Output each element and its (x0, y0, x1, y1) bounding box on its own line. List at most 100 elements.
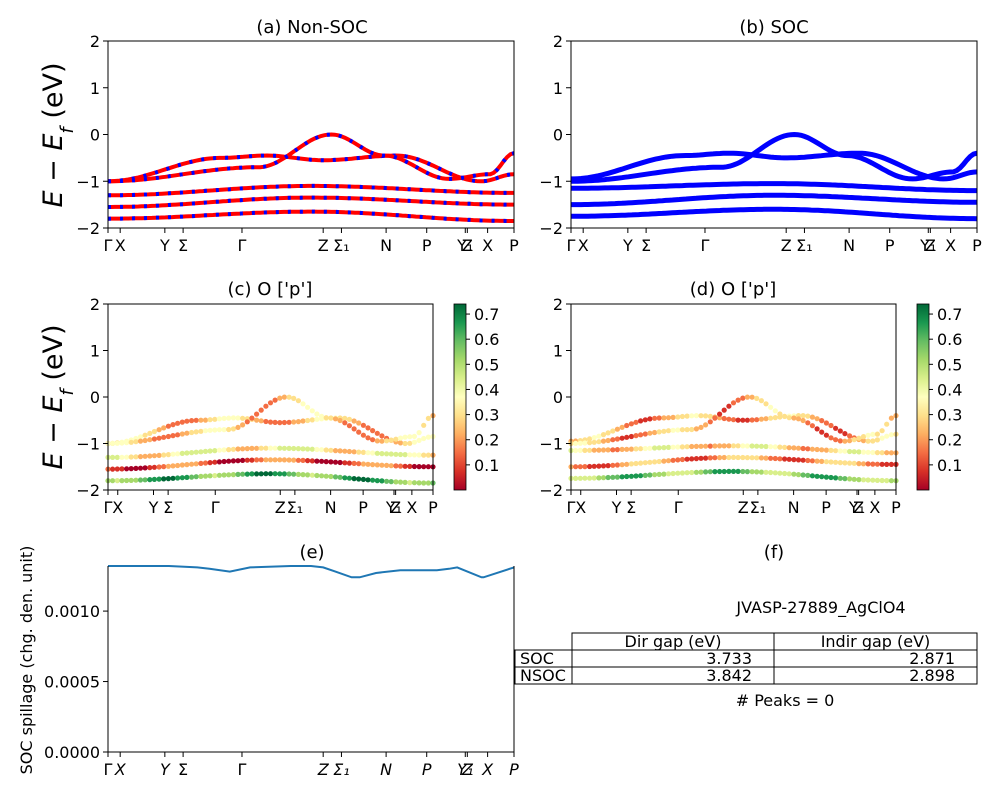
projection-point (833, 459, 839, 465)
projection-point (703, 455, 709, 461)
projection-point (768, 455, 774, 461)
xtick-label: Γ (238, 236, 247, 255)
projection-point (305, 417, 311, 424)
projection-point (189, 429, 195, 436)
gap-table: Dir gap (eV) Indir gap (eV) SOC 3.733 2.871 N… (514, 632, 978, 685)
projection-point (263, 403, 269, 409)
projection-point (277, 457, 283, 463)
projection-point (407, 440, 413, 446)
projection-point (758, 443, 765, 449)
table-cell-dir: 3.842 (706, 666, 752, 685)
xtick-label: X (575, 498, 586, 517)
projection-point (619, 446, 625, 452)
projection-point (291, 419, 297, 425)
projection-point (851, 449, 857, 455)
projection-point (833, 425, 839, 431)
projection-point (717, 455, 723, 461)
projection-point (814, 426, 820, 432)
projection-point (870, 431, 876, 437)
projection-point (230, 446, 236, 452)
projection-point (624, 461, 630, 467)
projection-point (370, 428, 376, 434)
projection-point (356, 461, 362, 467)
projection-point (161, 425, 167, 431)
projection-point (128, 477, 134, 483)
bands-ylabel-middle: E − Ef (eV) (38, 325, 78, 470)
projection-point (860, 438, 867, 444)
ytick-label: −1 (539, 435, 563, 454)
projection-point (754, 443, 760, 449)
projection-point (221, 415, 227, 421)
projection-point (198, 417, 204, 423)
panel-b-title: (b) SOC (739, 17, 808, 38)
projection-point (884, 478, 890, 484)
projection-point (360, 461, 366, 467)
projection-point (874, 450, 881, 456)
projection-point (202, 460, 209, 466)
projection-point (605, 437, 611, 444)
projection-point (370, 477, 376, 483)
projection-point (652, 429, 658, 436)
band-line-2 (571, 181, 977, 194)
projection-point (184, 430, 190, 436)
projection-point (675, 427, 681, 433)
projection-point (591, 435, 597, 441)
projection-point (416, 430, 422, 436)
projection-point (314, 446, 320, 453)
projection-point (425, 434, 431, 440)
projection-point (244, 471, 250, 477)
projection-point (744, 469, 751, 475)
band-line-dash-2 (108, 183, 514, 198)
projection-point (221, 447, 227, 453)
projection-point (137, 465, 144, 471)
projection-point (258, 457, 264, 463)
projection-point (619, 435, 625, 441)
projection-point (679, 413, 686, 420)
projection-point (328, 415, 334, 421)
projection-point (763, 416, 769, 422)
projection-point (582, 464, 588, 470)
projection-point (763, 443, 769, 450)
projection-point (314, 458, 320, 464)
projection-point (684, 413, 690, 419)
projection-point (703, 443, 709, 449)
ytick-label: −2 (539, 481, 563, 500)
projection-point (712, 455, 718, 461)
projection-point (791, 457, 797, 463)
projection-point (656, 429, 662, 435)
panel-a-xticks: Γ X Y Σ Γ Z Σ₁ N P Y₁Z X P (104, 228, 519, 255)
projection-point (805, 446, 811, 452)
projection-point (712, 415, 718, 421)
projection-point (323, 459, 329, 465)
projection-point (165, 476, 171, 482)
panel-c-points (105, 394, 436, 486)
projection-point (777, 470, 783, 476)
projection-point (221, 427, 227, 433)
projection-point (351, 476, 357, 482)
projection-point (407, 452, 413, 458)
projection-point (193, 417, 199, 423)
projection-point (254, 457, 260, 463)
projection-point (591, 463, 597, 469)
projection-point (744, 443, 751, 449)
projection-point (837, 448, 843, 454)
projection-point (365, 477, 371, 483)
projection-point (402, 434, 408, 440)
projection-point (735, 397, 741, 403)
projection-point (319, 413, 325, 419)
projection-point (721, 415, 727, 422)
xtick-label: P (509, 236, 519, 255)
projection-point (652, 445, 658, 451)
projection-point (110, 478, 116, 484)
projection-point (156, 435, 162, 441)
projection-point (782, 413, 788, 419)
projection-point (235, 424, 241, 430)
projection-point (874, 437, 881, 443)
projection-point (216, 459, 222, 465)
projection-point (791, 471, 797, 477)
projection-point (856, 477, 862, 483)
projection-point (582, 440, 588, 446)
projection-point (119, 478, 125, 484)
projection-point (884, 433, 890, 439)
projection-point (647, 459, 653, 465)
